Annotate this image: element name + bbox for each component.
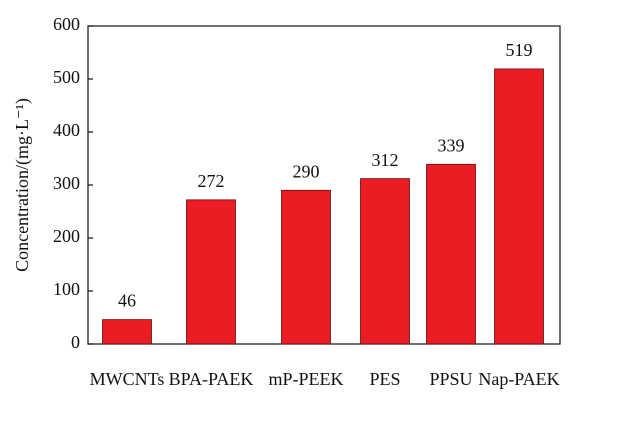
x-tick-label: PES bbox=[369, 369, 400, 389]
value-label: 46 bbox=[118, 291, 136, 311]
bar bbox=[102, 319, 152, 345]
value-label: 272 bbox=[198, 171, 225, 191]
value-label: 519 bbox=[506, 40, 533, 60]
x-tick-label: MWCNTs bbox=[90, 369, 165, 389]
y-tick-label: 200 bbox=[53, 226, 80, 246]
y-tick-label: 100 bbox=[53, 279, 80, 299]
bar bbox=[281, 189, 331, 345]
x-tick-label: Nap-PAEK bbox=[478, 369, 559, 389]
bar bbox=[426, 163, 476, 345]
y-tick-label: 500 bbox=[53, 67, 80, 87]
y-tick-label: 400 bbox=[53, 120, 80, 140]
y-tick-label: 600 bbox=[53, 14, 80, 34]
x-tick-label: mP-PEEK bbox=[268, 369, 343, 389]
value-label: 290 bbox=[293, 161, 320, 181]
bar bbox=[186, 199, 236, 345]
x-tick-label: BPA-PAEK bbox=[169, 369, 254, 389]
y-axis-label: Concentration/(mg·L⁻¹) bbox=[12, 98, 33, 272]
value-label: 312 bbox=[372, 150, 399, 170]
value-label: 339 bbox=[438, 135, 465, 155]
y-tick-label: 300 bbox=[53, 173, 80, 193]
y-tick-label: 0 bbox=[71, 332, 80, 352]
bar bbox=[360, 178, 410, 345]
x-tick-label: PPSU bbox=[429, 369, 472, 389]
bar bbox=[494, 68, 544, 345]
